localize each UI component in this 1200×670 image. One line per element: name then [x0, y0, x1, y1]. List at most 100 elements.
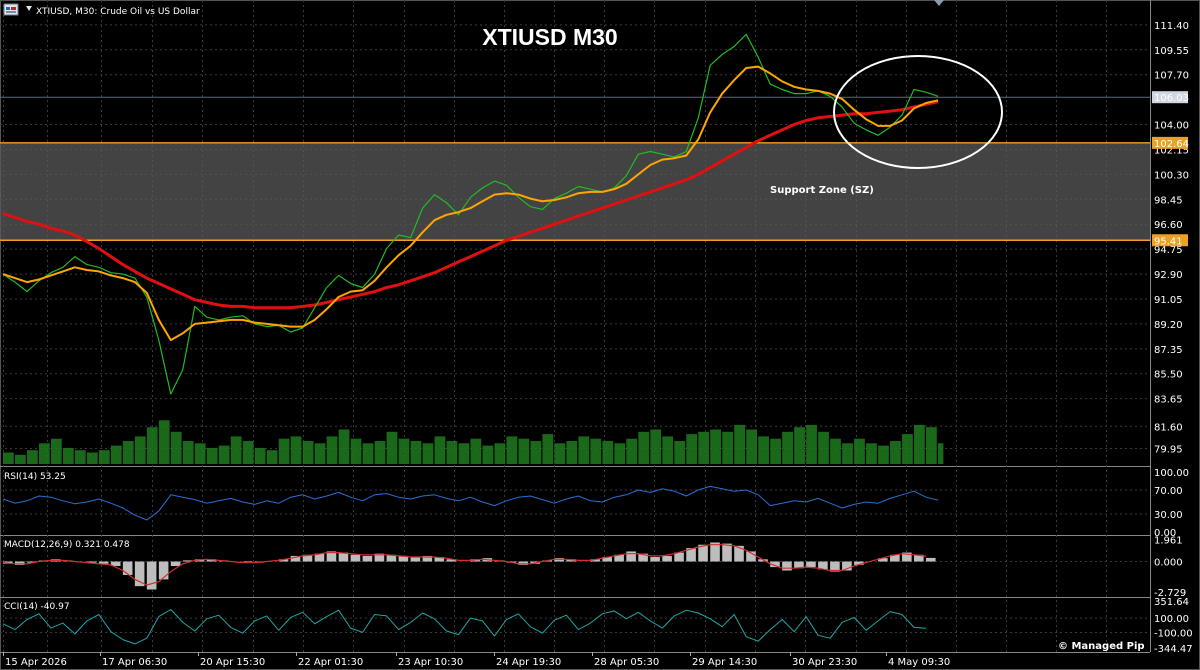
macd-histogram-bar	[614, 554, 624, 562]
price-axis-tick-label: 91.05	[1154, 295, 1183, 306]
price-tag	[1152, 136, 1188, 149]
price-tag-label: 95.41	[1154, 236, 1183, 247]
volume-bar	[542, 434, 554, 464]
cci-label: CCI(14) -40.97	[4, 602, 70, 612]
volume-bar	[14, 454, 26, 464]
volume-bar	[422, 443, 434, 464]
volume-bar	[902, 434, 913, 464]
volume-bar	[530, 441, 542, 464]
volume-bar	[590, 438, 602, 464]
macd-histogram-bar	[314, 553, 325, 562]
volume-bar	[518, 438, 530, 464]
volume-bar	[266, 450, 278, 464]
symbol-description: XTIUSD, M30: Crude Oil vs US Dollar	[36, 7, 200, 17]
price-line	[2, 33, 939, 395]
volume-bar	[746, 429, 757, 464]
price-tag	[1152, 234, 1188, 247]
price-axis-tick-label: 100.30	[1154, 170, 1189, 181]
macd-histogram-bar	[782, 561, 792, 571]
time-axis-tick-label: 28 Apr 05:30	[594, 657, 659, 668]
macd-histogram-bar	[122, 561, 133, 575]
macd-histogram-bar	[722, 543, 732, 562]
volume-bar	[62, 447, 74, 464]
volume-bar	[890, 441, 901, 464]
macd-histogram-bar	[878, 558, 888, 562]
price-axis-tick-label: 92.90	[1154, 270, 1183, 281]
macd-histogram-bar	[398, 555, 409, 562]
volume-bar	[818, 431, 829, 464]
volume-bar	[482, 445, 494, 464]
macd-histogram-bar	[422, 555, 433, 562]
volume-bar	[674, 441, 686, 464]
volume-bar	[458, 443, 470, 464]
macd-histogram-bar	[374, 553, 385, 562]
macd-histogram-bar	[734, 545, 744, 562]
price-axis-tick-label: 111.40	[1154, 21, 1189, 32]
volume-bar	[734, 424, 746, 464]
price-tag-label: 106.03	[1154, 93, 1189, 104]
macd-histogram-bar	[350, 554, 361, 562]
volume-bar	[662, 436, 674, 464]
time-axis-tick-label: 20 Apr 15:30	[200, 657, 265, 668]
volume-bar	[146, 427, 158, 464]
volume-bar	[278, 438, 290, 464]
macd-histogram-bar	[170, 561, 181, 566]
symbol-menu-icon[interactable]	[3, 3, 19, 16]
price-axis-tick-label: 102.15	[1154, 145, 1189, 156]
volume-bar	[578, 436, 590, 464]
macd-histogram-bar	[302, 554, 313, 562]
volume-bar	[710, 429, 722, 464]
macd-histogram-bar	[794, 561, 804, 569]
volume-bar	[554, 443, 566, 464]
volume-bar	[158, 420, 170, 464]
rsi-axis-tick-label: 30.00	[1154, 510, 1183, 521]
ema-fast-line	[2, 65, 939, 342]
price-axis-tick-label: 87.35	[1154, 345, 1183, 356]
macd-histogram-bar	[674, 552, 684, 562]
volume-bar	[626, 438, 638, 464]
price-axis-tick-label: 96.60	[1154, 220, 1183, 231]
time-axis-tick-label: 15 Apr 2026	[5, 657, 67, 668]
macd-histogram-bar	[710, 542, 720, 562]
volume-bar	[362, 443, 374, 464]
macd-histogram-bar	[326, 551, 337, 562]
volume-bar	[614, 443, 626, 464]
volume-bar	[302, 441, 314, 464]
watermark: © Managed Pip	[1058, 641, 1145, 652]
volume-bar	[74, 450, 86, 464]
volume-bar	[170, 431, 182, 464]
price-axis-tick-label: 98.45	[1154, 195, 1183, 206]
volume-bar	[254, 447, 266, 464]
time-axis-tick-label: 29 Apr 14:30	[692, 657, 757, 668]
volume-bar	[350, 438, 362, 464]
cci-axis-tick-label: 351.64	[1154, 597, 1189, 608]
volume-bar	[50, 438, 62, 464]
volume-bar	[770, 438, 781, 464]
cci-axis-tick-label: -344.47	[1154, 644, 1193, 655]
rsi-line	[2, 485, 939, 521]
volume-bar	[410, 441, 422, 464]
macd-axis-tick-label: -2.729	[1154, 588, 1186, 599]
symbol-icon-cell	[6, 11, 16, 13]
volume-bar	[386, 431, 398, 464]
macd-histogram-bar	[854, 561, 864, 565]
macd-histogram-bar	[110, 561, 121, 566]
volume-bar	[86, 452, 98, 464]
volume-bar	[830, 438, 841, 464]
price-axis-tick-label: 109.55	[1154, 46, 1189, 57]
volume-bar	[230, 436, 242, 464]
time-axis-tick-label: 17 Apr 06:30	[102, 657, 167, 668]
macd-histogram-bar	[626, 551, 636, 562]
volume-bar	[638, 431, 650, 464]
volume-bar	[182, 441, 194, 464]
price-axis-tick-label: 104.00	[1154, 121, 1189, 132]
chevron-down-icon[interactable]	[26, 6, 32, 11]
price-axis-tick-label: 107.70	[1154, 71, 1189, 82]
time-axis-tick-label: 4 May 09:30	[888, 657, 950, 668]
cci-axis-tick-label: 100.00	[1154, 614, 1189, 625]
volume-bar	[134, 436, 146, 464]
macd-histogram-bar	[902, 552, 912, 562]
volume-bar	[698, 431, 710, 464]
